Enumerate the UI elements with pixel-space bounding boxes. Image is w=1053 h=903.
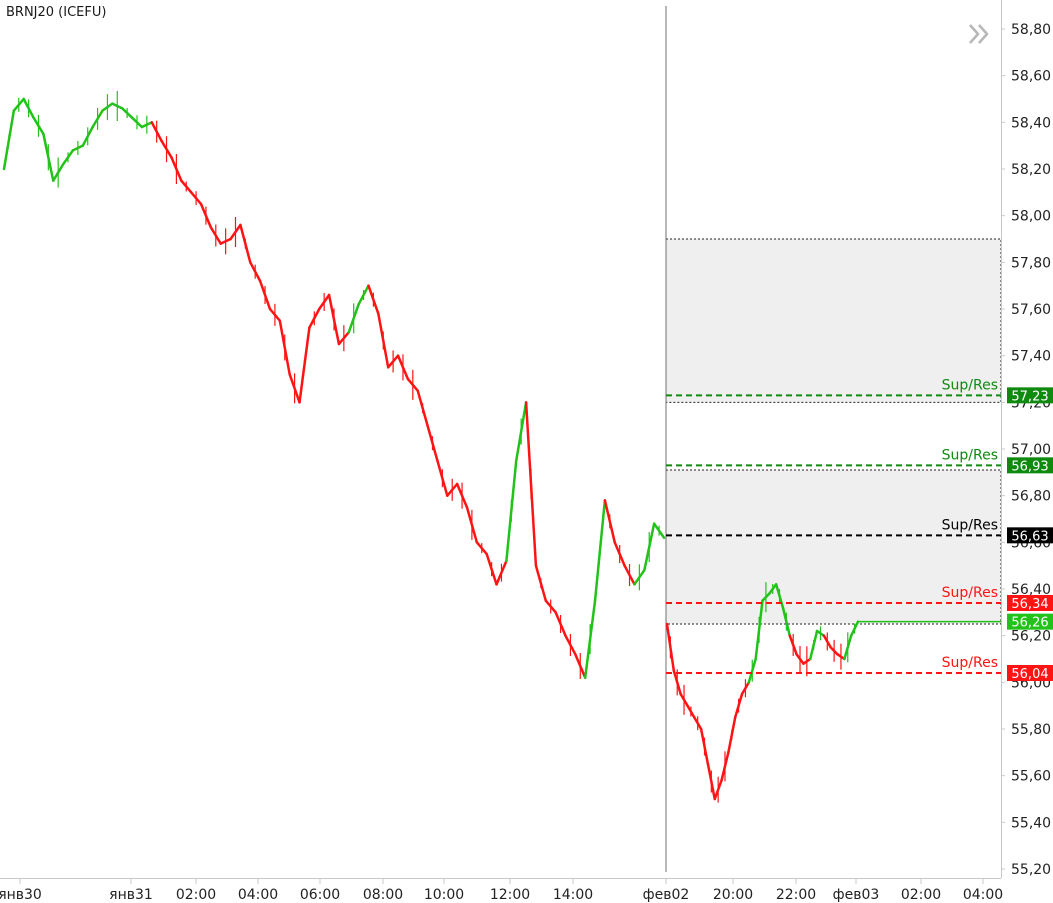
price-tag: [1007, 527, 1053, 544]
price-axis-label: 55,20: [1011, 862, 1051, 878]
price-tag: [1007, 665, 1053, 681]
sup-res-label: Sup/Res: [942, 585, 998, 601]
time-axis-label: 04:00: [238, 887, 278, 903]
time-axis-label: 06:00: [300, 887, 340, 903]
price-tag-value: 56,04: [1011, 667, 1048, 682]
price-axis-label: 58,60: [1011, 69, 1051, 85]
sup-res-zones: [665, 238, 1002, 625]
symbol-title: BRNJ20 (ICEFU): [6, 5, 106, 20]
price-axis-label: 58,20: [1011, 162, 1051, 178]
sup-res-levels: Sup/Res Sup/Res Sup/Res Sup/Res Sup/Res: [666, 377, 1001, 674]
price-axis-label: 56,20: [1011, 629, 1051, 645]
time-axis-label: 22:00: [776, 887, 816, 903]
price-axis-label: 55,40: [1011, 815, 1051, 831]
price-tag: [1007, 457, 1053, 474]
last-price-value: 56,26: [1011, 616, 1048, 631]
price-tags: 57,23 56,93 56,63 56,34 56,04 56,26: [1007, 387, 1053, 682]
price-tag-value: 56,93: [1011, 459, 1048, 474]
time-axis-label: 14:00: [553, 887, 593, 903]
price-axis-label: 56,40: [1011, 582, 1051, 598]
time-axis-label: 20:00: [713, 887, 753, 903]
time-axis-label: 04:00: [963, 887, 1003, 903]
price-axis-label: 58,00: [1011, 209, 1051, 225]
price-axis-label: 56,80: [1011, 489, 1051, 505]
sup-res-label: Sup/Res: [942, 655, 998, 671]
time-axis-label: янв30: [0, 887, 42, 903]
time-axis-label: янв31: [109, 887, 153, 903]
price-axis-label: 57,40: [1011, 349, 1051, 365]
time-axis-label: фев03: [833, 887, 880, 903]
price-tag-value: 56,63: [1011, 529, 1048, 544]
time-axis-label: 02:00: [176, 887, 216, 903]
price-axis-label: 57,60: [1011, 302, 1051, 318]
price-axis-label: 58,40: [1011, 115, 1051, 131]
price-series: [2, 91, 860, 803]
price-axis-label: 57,00: [1011, 442, 1051, 458]
sup-res-zone-0: [665, 238, 1002, 403]
time-axis-label: 12:00: [490, 887, 530, 903]
price-axis-label: 58,80: [1011, 22, 1051, 38]
price-tag-value: 56,34: [1011, 597, 1048, 612]
price-axis-label: 55,60: [1011, 769, 1051, 785]
time-axis-label: 08:00: [363, 887, 403, 903]
price-axis-label: 55,80: [1011, 722, 1051, 738]
price-tag-value: 57,23: [1011, 389, 1048, 404]
sup-res-label: Sup/Res: [942, 447, 998, 463]
sup-res-label: Sup/Res: [942, 517, 998, 533]
price-tag: [1007, 595, 1053, 611]
time-axis-label: 02:00: [901, 887, 941, 903]
last-price-tag: [1007, 613, 1053, 630]
time-axis-labels: янв30 янв31 02:00 04:00 06:00 08:00 10:00 12:00…: [0, 878, 1003, 903]
double-chevron-right-icon[interactable]: [964, 20, 994, 48]
price-axis-label: 57,80: [1011, 255, 1051, 271]
time-axis-label: 10:00: [424, 887, 464, 903]
time-axis-label: фев02: [643, 887, 690, 903]
price-tag: [1007, 387, 1053, 404]
sup-res-label: Sup/Res: [942, 377, 998, 393]
